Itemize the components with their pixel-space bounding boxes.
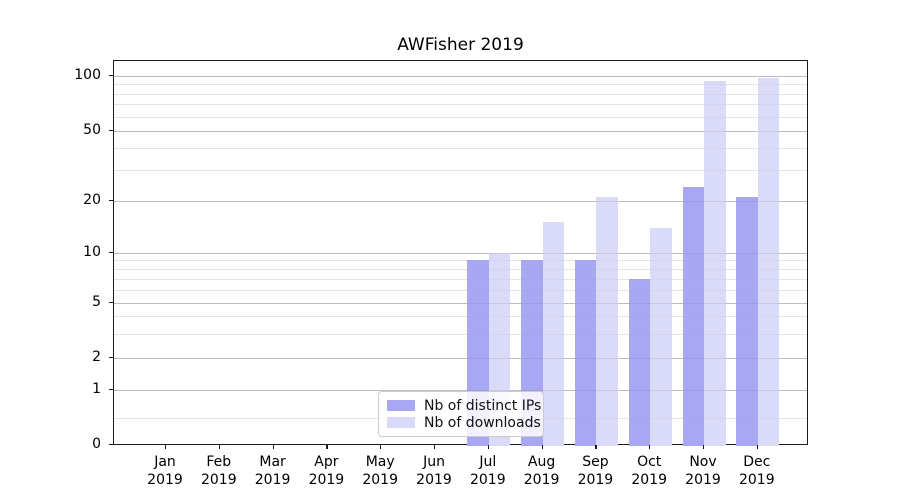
x-axis-tick-label: Jan 2019 <box>147 454 183 488</box>
x-axis-tick-label: May 2019 <box>362 454 398 488</box>
y-axis-tick-label: 10 <box>83 243 101 260</box>
minor-gridline-overlay <box>114 84 807 86</box>
major-gridline-overlay <box>114 358 807 359</box>
x-tick-mark <box>165 445 167 449</box>
x-tick-mark <box>218 445 220 449</box>
y-tick-mark <box>109 75 113 77</box>
minor-gridline <box>114 170 807 172</box>
x-axis-tick-label: Apr 2019 <box>308 454 345 488</box>
chart-title: AWFisher 2019 <box>397 35 524 55</box>
x-axis-tick-label: Dec 2019 <box>738 454 775 488</box>
bar-downloads <box>704 80 726 446</box>
y-axis-tick-label: 5 <box>92 294 101 310</box>
bar-downloads <box>596 197 618 446</box>
legend-swatch-downloads <box>387 417 415 428</box>
major-gridline-overlay <box>114 131 807 132</box>
minor-gridline <box>114 116 807 118</box>
major-gridline <box>114 303 807 304</box>
x-axis-tick-label: Oct 2019 <box>631 454 667 488</box>
minor-gridline-overlay <box>114 93 807 95</box>
minor-gridline <box>114 316 807 318</box>
x-tick-mark <box>595 445 597 449</box>
legend-swatch-distinct-ips <box>387 400 415 411</box>
y-tick-mark <box>109 251 113 253</box>
y-tick-mark <box>109 444 113 446</box>
major-gridline <box>114 252 807 254</box>
minor-gridline <box>114 104 807 106</box>
y-tick-mark <box>109 302 113 304</box>
bar-distinct-ips <box>574 260 597 446</box>
y-axis-tick-label: 100 <box>74 67 101 83</box>
y-axis-tick-label: 0 <box>92 436 101 452</box>
bar-distinct-ips <box>736 197 758 446</box>
x-axis-tick-label: Jun 2019 <box>416 454 452 488</box>
x-tick-mark <box>541 445 543 449</box>
x-axis-tick-label: Aug 2019 <box>523 454 560 488</box>
bar-distinct-ips <box>628 278 651 446</box>
plot-area <box>113 60 808 446</box>
x-tick-mark <box>649 445 651 449</box>
minor-gridline-overlay <box>114 116 807 118</box>
major-gridline-overlay <box>114 252 807 254</box>
x-axis-tick-label: Sep 2019 <box>577 454 614 488</box>
x-axis-tick-label: Nov 2019 <box>685 454 721 488</box>
major-gridline-overlay <box>114 303 807 304</box>
major-gridline-overlay <box>114 76 807 77</box>
minor-gridline-overlay <box>114 170 807 172</box>
x-tick-mark <box>703 445 705 449</box>
legend-label-downloads: Nb of downloads <box>424 414 541 431</box>
y-axis-tick-label: 50 <box>83 122 101 138</box>
minor-gridline <box>114 268 807 270</box>
legend: Nb of distinct IPs Nb of downloads <box>378 391 544 437</box>
y-axis-tick-label: 20 <box>83 192 101 208</box>
major-gridline <box>114 76 807 77</box>
x-tick-mark <box>487 445 489 449</box>
x-axis-tick-label: Feb 2019 <box>200 454 237 488</box>
minor-gridline <box>114 93 807 95</box>
minor-gridline-overlay <box>114 104 807 106</box>
bar-downloads <box>757 78 780 446</box>
y-tick-mark <box>109 200 113 202</box>
minor-gridline-overlay <box>114 278 807 280</box>
minor-gridline <box>114 84 807 86</box>
minor-gridline <box>114 148 807 150</box>
major-gridline <box>114 201 807 202</box>
minor-gridline <box>114 260 807 262</box>
legend-row-distinct-ips: Nb of distinct IPs <box>387 397 541 414</box>
major-gridline <box>114 390 807 391</box>
bar-distinct-ips <box>682 187 704 446</box>
minor-gridline <box>114 333 807 335</box>
y-tick-mark <box>109 357 113 359</box>
bar-downloads <box>542 222 565 446</box>
x-tick-mark <box>326 445 328 449</box>
y-tick-mark <box>109 389 113 391</box>
minor-gridline-overlay <box>114 316 807 318</box>
legend-row-downloads: Nb of downloads <box>387 414 541 431</box>
major-gridline <box>114 358 807 359</box>
legend-label-distinct-ips: Nb of distinct IPs <box>424 397 542 414</box>
x-axis-tick-label: Jul 2019 <box>469 454 506 488</box>
minor-gridline <box>114 289 807 291</box>
minor-gridline <box>114 278 807 280</box>
major-gridline-overlay <box>114 390 807 391</box>
major-gridline <box>114 131 807 132</box>
y-axis-tick-label: 1 <box>92 381 101 397</box>
minor-gridline-overlay <box>114 260 807 262</box>
minor-gridline-overlay <box>114 333 807 335</box>
minor-gridline-overlay <box>114 268 807 270</box>
bar-downloads <box>650 227 672 446</box>
x-tick-mark <box>380 445 382 449</box>
x-axis-tick-label: Mar 2019 <box>254 454 291 488</box>
minor-gridline-overlay <box>114 289 807 291</box>
y-axis-tick-label: 2 <box>92 349 101 365</box>
minor-gridline-overlay <box>114 148 807 150</box>
y-tick-mark <box>109 130 113 132</box>
x-tick-mark <box>756 445 758 449</box>
x-tick-mark <box>272 445 274 449</box>
major-gridline-overlay <box>114 201 807 202</box>
x-tick-mark <box>434 445 436 449</box>
